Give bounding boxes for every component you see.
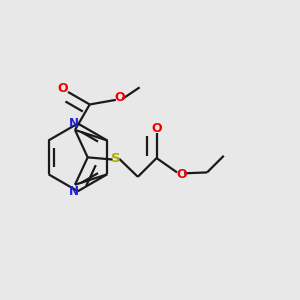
Text: S: S <box>111 152 121 165</box>
Text: N: N <box>68 185 79 198</box>
Text: O: O <box>152 122 163 135</box>
Text: O: O <box>57 82 68 95</box>
Text: N: N <box>68 117 79 130</box>
Text: O: O <box>114 91 125 104</box>
Text: O: O <box>176 168 187 181</box>
